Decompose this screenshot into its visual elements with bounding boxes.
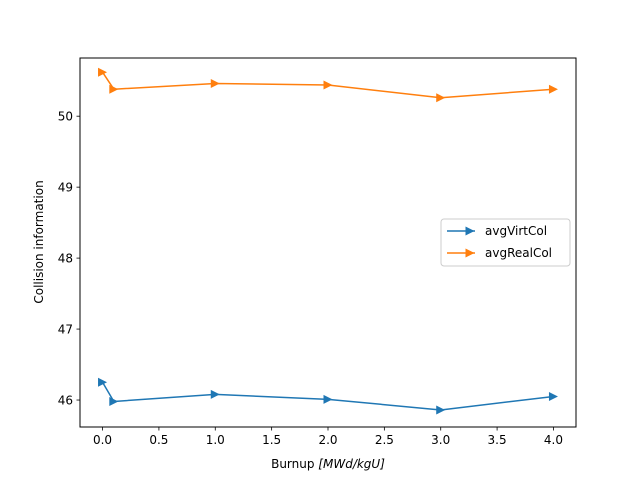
series-layer <box>98 67 558 415</box>
x-tick-label: 2.0 <box>318 433 337 447</box>
x-axis-ticks: 0.0 0.5 1.0 1.5 2.0 2.5 3.0 3.5 4.0 <box>93 427 563 447</box>
y-tick-label: 48 <box>58 252 73 266</box>
legend-label-avgvirtcol: avgVirtCol <box>485 224 547 238</box>
y-tick-label: 49 <box>58 181 73 195</box>
y-tick-label: 50 <box>58 110 73 124</box>
x-tick-label: 0.0 <box>93 433 112 447</box>
data-point-avgvirtcol <box>98 377 108 387</box>
series-line-avgvirtcol <box>101 381 554 411</box>
legend-marker-avgrealcol <box>465 248 475 258</box>
x-axis-label-units: [MWd/kgU] <box>318 457 385 471</box>
x-tick-label: 4.0 <box>544 433 563 447</box>
data-point-avgvirtcol <box>548 391 558 401</box>
data-point-avgrealcol <box>210 79 220 89</box>
data-point-avgrealcol <box>98 67 108 77</box>
x-tick-label: 2.5 <box>375 433 394 447</box>
x-tick-label: 1.0 <box>206 433 225 447</box>
x-tick-label: 3.5 <box>488 433 507 447</box>
y-tick-label: 47 <box>58 323 73 337</box>
data-point-avgvirtcol <box>210 389 220 399</box>
data-point-avgrealcol <box>548 84 558 94</box>
legend-marker-avgvirtcol <box>465 226 475 236</box>
data-point-avgrealcol <box>109 84 119 94</box>
data-point-avgrealcol <box>323 80 333 90</box>
x-tick-label: 0.5 <box>149 433 168 447</box>
data-point-avgrealcol <box>436 93 446 103</box>
data-point-avgvirtcol <box>323 394 333 404</box>
x-axis-label: Burnup [MWd/kgU] <box>271 457 385 471</box>
x-axis-label-main: Burnup <box>271 457 318 471</box>
data-point-avgvirtcol <box>436 405 446 415</box>
data-point-avgvirtcol <box>109 396 119 406</box>
x-tick-label: 3.0 <box>431 433 450 447</box>
y-axis-ticks: 46 47 48 49 50 <box>58 110 80 408</box>
x-tick-label: 1.5 <box>262 433 281 447</box>
y-tick-label: 46 <box>58 394 73 408</box>
legend: avgVirtCol avgRealCol <box>440 218 571 267</box>
legend-label-avgrealcol: avgRealCol <box>485 246 552 260</box>
y-axis-label: Collision information <box>32 180 46 303</box>
